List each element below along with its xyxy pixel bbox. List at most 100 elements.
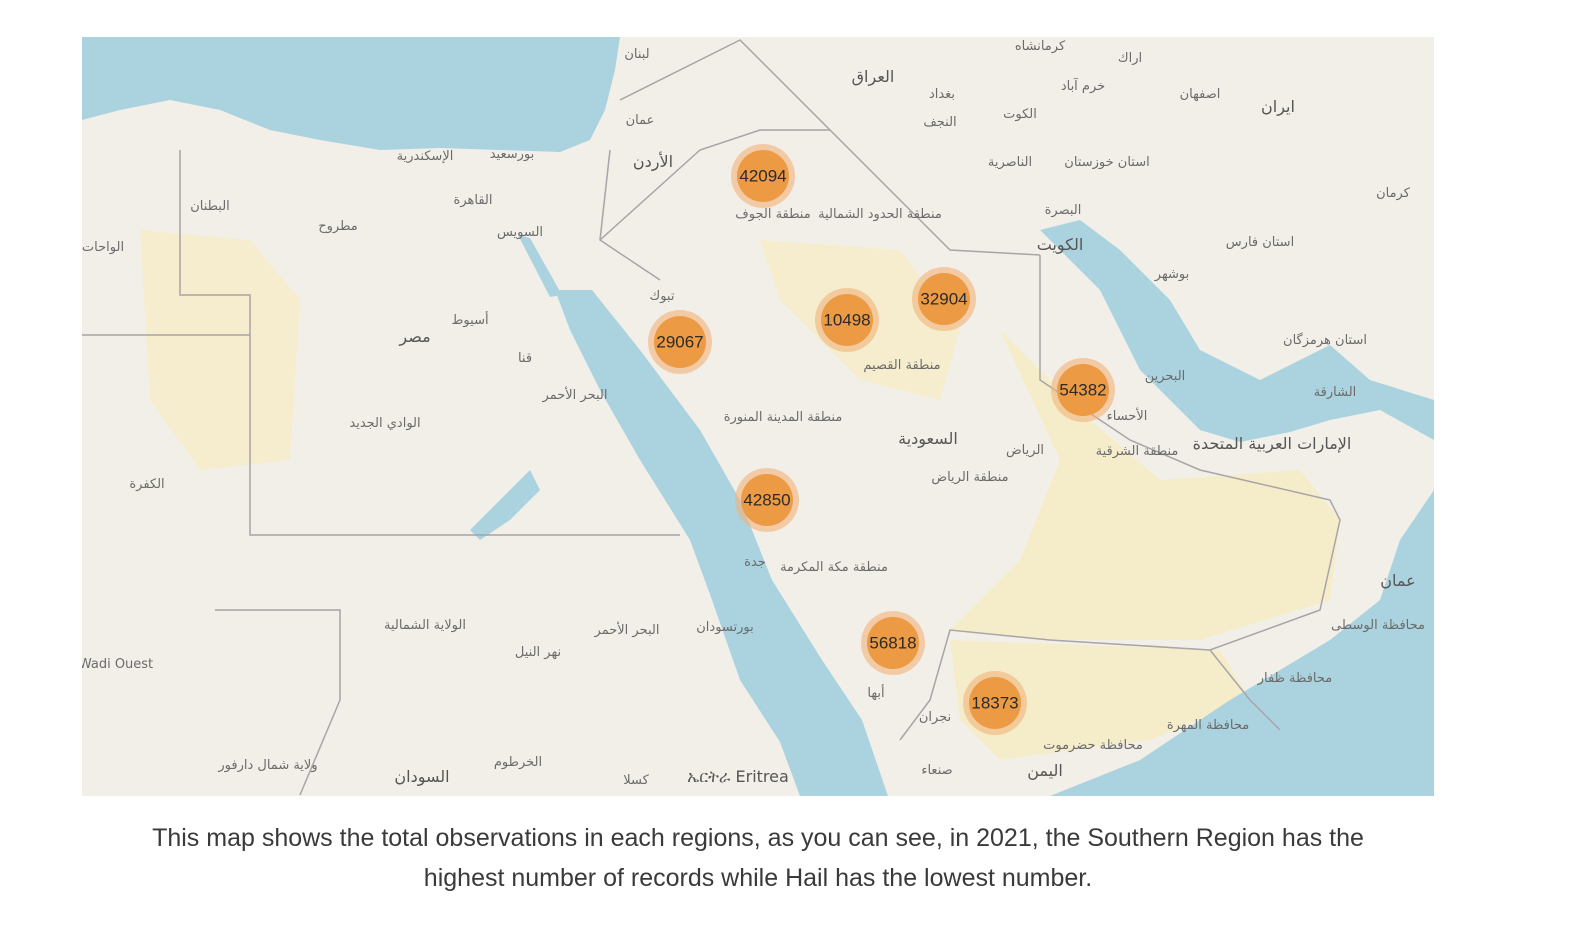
place-label: البحر الأحمر [594, 621, 660, 638]
place-label: ايران [1261, 97, 1295, 117]
place-label: البحر الأحمر [542, 386, 608, 403]
place-label: بوشهر [1154, 267, 1189, 282]
place-label: اليمن [1027, 761, 1063, 781]
place-label: نهر النيل [515, 645, 561, 660]
place-label: الكوت [1003, 107, 1037, 122]
borders [82, 39, 1341, 796]
place-label: لبنان [624, 47, 649, 62]
cluster-core [867, 617, 919, 669]
place-label: الرياض [1006, 443, 1044, 458]
cluster-count: 56818 [869, 634, 916, 653]
place-labels: لبنان العراق بغداد كرمانشاه اراك خرم آباد اصفه… [82, 39, 1425, 788]
cluster-core [821, 294, 873, 346]
cluster-marker[interactable]: 10498 [815, 288, 879, 352]
place-label: السعودية [898, 429, 958, 449]
place-label: مصر [398, 327, 430, 347]
place-label: جدة [744, 555, 766, 570]
caption-line-1: This map shows the total observations in… [152, 824, 1364, 852]
place-label: الأردن [633, 151, 673, 172]
cluster-marker[interactable]: 56818 [861, 611, 925, 675]
place-label: Wadi Ouest [82, 657, 153, 672]
observation-clusters: 42094 29067 10498 32904 54382 42850 56818 18373 [648, 144, 1115, 735]
place-label: محافظة ظفار [1257, 671, 1332, 686]
persian-gulf [1040, 220, 1434, 442]
place-label: كرمان [1376, 186, 1411, 201]
place-label: النجف [923, 115, 956, 130]
place-label: استان هرمزگان [1283, 332, 1367, 348]
place-label: اراك [1118, 51, 1142, 66]
cluster-count: 10498 [823, 311, 870, 330]
place-label: استان فارس [1226, 235, 1294, 250]
cluster-marker[interactable]: 42094 [731, 144, 795, 208]
cluster-count: 42850 [743, 491, 790, 510]
place-label: الأحساء [1107, 407, 1148, 424]
cluster-marker[interactable]: 29067 [648, 310, 712, 374]
place-label: منطقة الحدود الشمالية [818, 207, 942, 222]
place-label: اصفهان [1180, 87, 1221, 102]
place-label: عمان [626, 113, 655, 128]
place-label: بغداد [929, 87, 955, 102]
arabian-sea [1050, 490, 1434, 796]
place-label: بورسعيد [490, 147, 535, 162]
place-label: الشارقة [1314, 385, 1357, 400]
place-label: تبوك [650, 289, 675, 304]
place-label: الإمارات العربية المتحدة [1193, 434, 1352, 454]
place-label: بورتسودان [696, 620, 754, 635]
place-label: محافظة المهرة [1167, 718, 1249, 733]
gulf-of-suez [518, 235, 562, 297]
place-label: السويس [497, 225, 543, 240]
place-label: كسلا [623, 773, 649, 788]
place-label: أبها [867, 684, 884, 701]
place-label: استان خوزستان [1064, 155, 1149, 170]
cluster-core [918, 273, 970, 325]
place-label: الخرطوم [494, 755, 542, 770]
cluster-core [969, 677, 1021, 729]
place-label: الكفرة [129, 477, 164, 492]
cluster-marker[interactable]: 54382 [1051, 358, 1115, 422]
place-label: محافظة حضرموت [1043, 738, 1143, 753]
place-label: منطقة الجوف [735, 207, 810, 222]
cluster-marker[interactable]: 42850 [735, 468, 799, 532]
place-label: منطقة المدينة المنورة [724, 410, 843, 425]
place-label: عمان [1380, 571, 1415, 590]
cluster-count: 42094 [739, 167, 786, 186]
place-label: البطنان [190, 199, 230, 214]
nasser-lake [470, 470, 540, 540]
map-caption: This map shows the total observations in… [82, 818, 1434, 898]
place-label: مطروح [318, 219, 357, 234]
desert-areas [140, 230, 1340, 760]
cluster-core [654, 316, 706, 368]
place-label: الوادي الجديد [349, 416, 420, 431]
cluster-count: 32904 [920, 290, 967, 309]
cluster-core [741, 474, 793, 526]
caption-line-2: highest number of records while Hail has… [423, 864, 1093, 892]
cluster-marker[interactable]: 18373 [963, 671, 1027, 735]
cluster-marker[interactable]: 32904 [912, 267, 976, 331]
water-bodies [82, 37, 1434, 796]
cluster-count: 29067 [656, 333, 703, 352]
place-label: البحرين [1145, 369, 1186, 384]
map-view[interactable]: لبنان العراق بغداد كرمانشاه اراك خرم آباد اصفه… [82, 37, 1434, 796]
place-label: العراق [852, 67, 895, 87]
place-label: السودان [394, 767, 449, 787]
map-canvas[interactable]: لبنان العراق بغداد كرمانشاه اراك خرم آباد اصفه… [82, 37, 1434, 796]
cluster-count: 54382 [1059, 381, 1106, 400]
cluster-core [1057, 364, 1109, 416]
place-label: أسيوط [451, 311, 488, 328]
place-label: ኤርትራ Eritrea [687, 767, 789, 786]
place-label: قنا [518, 351, 532, 366]
cluster-core [737, 150, 789, 202]
mediterranean-sea [82, 37, 620, 152]
place-label: الإسكندرية [397, 149, 454, 164]
place-label: منطقة الشرقية [1096, 444, 1179, 459]
place-label: البصرة [1045, 203, 1082, 218]
place-label: ولاية شمال دارفور [217, 758, 317, 773]
place-label: الولاية الشمالية [384, 618, 466, 633]
place-label: منطقة الرياض [931, 470, 1008, 485]
red-sea [555, 290, 888, 796]
place-label: الكويت [1037, 235, 1084, 255]
place-label: الناصرية [988, 155, 1032, 170]
cluster-count: 18373 [971, 694, 1018, 713]
place-label: صنعاء [921, 763, 952, 778]
place-label: محافظة الوسطى [1331, 618, 1425, 633]
